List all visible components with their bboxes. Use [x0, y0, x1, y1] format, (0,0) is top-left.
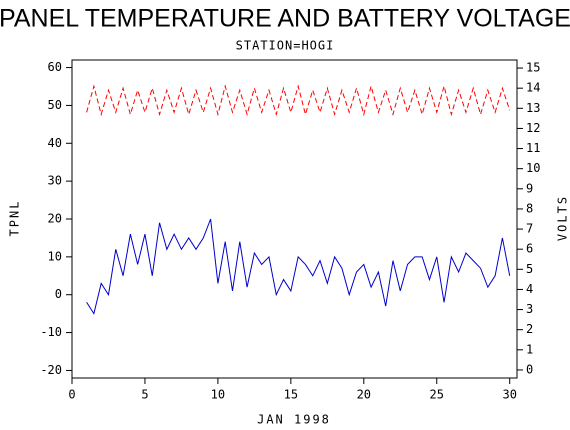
y2-tick-label: 1	[526, 342, 533, 356]
y-tick-label: 50	[48, 98, 62, 112]
y-tick-label: -10	[40, 325, 62, 339]
y-axis-label: TPNL	[8, 200, 22, 237]
y-tick-label: 30	[48, 174, 62, 188]
chart-title: PANEL TEMPERATURE AND BATTERY VOLTAGE	[0, 5, 570, 33]
y-tick-label: 40	[48, 136, 62, 150]
y2-tick-label: 10	[526, 161, 540, 175]
y-tick-label: 60	[48, 60, 62, 74]
x-tick-label: 10	[211, 388, 225, 402]
data-line	[86, 218, 511, 315]
y2-tick-label: 0	[526, 362, 533, 376]
y-tick-label: 10	[48, 249, 62, 263]
y-tick-label: 0	[55, 287, 62, 301]
x-axis-label: JAN 1998	[257, 413, 331, 427]
chart-subtitle: STATION=HOGI	[236, 39, 335, 53]
plot-frame	[71, 59, 518, 379]
y2-tick-label: 4	[526, 282, 533, 296]
x-tick-label: 5	[141, 388, 148, 402]
data-line	[86, 84, 511, 117]
y2-tick-label: 7	[526, 222, 533, 236]
y2-tick-label: 14	[526, 81, 540, 95]
y-tick-label: 20	[48, 212, 62, 226]
y-tick-label: -20	[40, 363, 62, 377]
x-tick-label: 25	[430, 388, 444, 402]
y2-tick-label: 3	[526, 302, 533, 316]
y2-tick-label: 8	[526, 201, 533, 215]
y2-tick-label: 2	[526, 322, 533, 336]
x-tick-label: 15	[284, 388, 298, 402]
y2-tick-label: 6	[526, 242, 533, 256]
y2-tick-label: 12	[526, 121, 540, 135]
y2-tick-label: 5	[526, 262, 533, 276]
x-tick-label: 0	[68, 388, 75, 402]
y2-tick-label: 15	[526, 61, 540, 75]
y2-tick-label: 9	[526, 181, 533, 195]
y2-tick-label: 11	[526, 141, 540, 155]
y2-tick-label: 13	[526, 101, 540, 115]
x-tick-label: 30	[502, 388, 516, 402]
x-tick-label: 20	[357, 388, 371, 402]
y2-axis-label: VOLTS	[556, 195, 570, 241]
